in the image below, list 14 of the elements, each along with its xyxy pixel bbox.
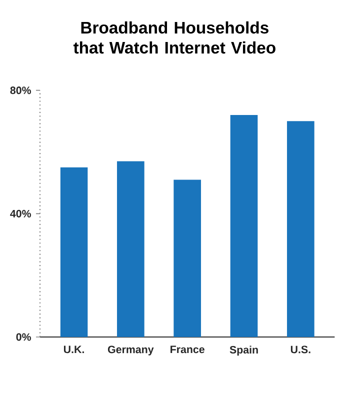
y-tick-label: 40% <box>10 210 31 218</box>
bar <box>230 115 258 337</box>
bar <box>286 121 314 337</box>
y-tick-label: 0% <box>16 333 32 341</box>
x-tick-label: Germany <box>108 346 154 356</box>
bar <box>117 161 144 337</box>
y-tick-label: 80% <box>10 86 31 94</box>
x-tick-label: France <box>170 346 204 354</box>
x-tick-label: Spain <box>230 346 258 356</box>
x-tick-label: U.K. <box>64 346 84 354</box>
bar <box>60 167 88 337</box>
bar <box>174 180 201 337</box>
chart-title: Broadband Households that Watch Internet Video <box>73 21 276 54</box>
x-tick-label: U.S. <box>290 346 310 354</box>
